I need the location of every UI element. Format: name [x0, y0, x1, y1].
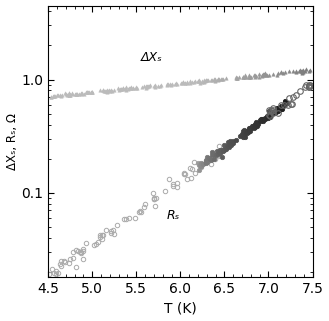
- Y-axis label: ΔXₛ, Rₛ, Ω: ΔXₛ, Rₛ, Ω: [6, 113, 18, 170]
- X-axis label: T (K): T (K): [164, 301, 197, 316]
- Text: ΔXₛ: ΔXₛ: [141, 51, 163, 64]
- Text: Rₛ: Rₛ: [167, 210, 180, 222]
